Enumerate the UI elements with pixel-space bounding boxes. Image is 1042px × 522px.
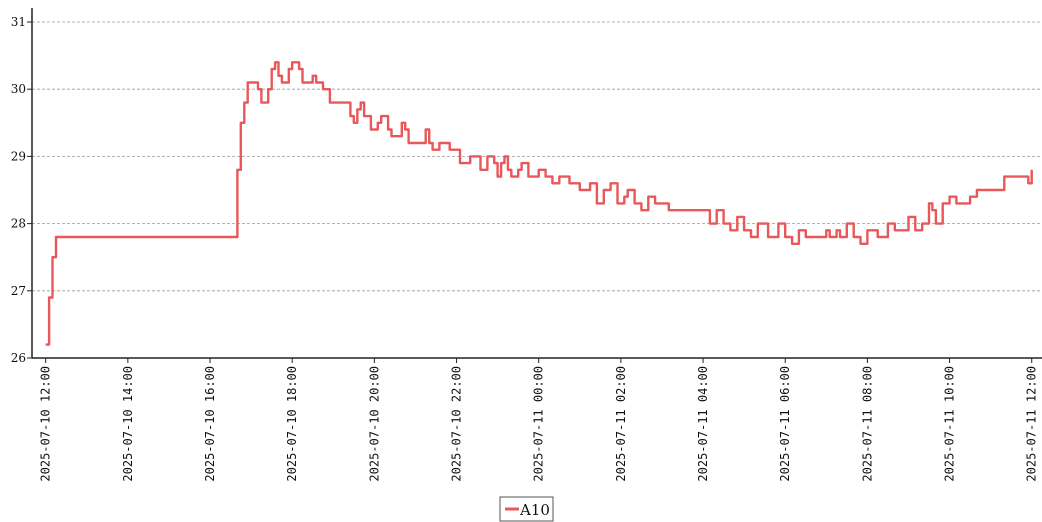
y-tick-label-3: 29 <box>11 149 26 163</box>
x-tick-label-1: 2025-07-10 14:00 <box>121 366 135 482</box>
x-tick-label-8: 2025-07-11 04:00 <box>696 366 710 482</box>
x-tick-label-9: 2025-07-11 06:00 <box>778 366 792 482</box>
y-tick-label-2: 28 <box>11 217 26 231</box>
series-lines <box>45 61 1033 346</box>
legend-label-a10: A10 <box>519 501 550 519</box>
x-axis-ticks: 2025-07-10 12:00 2025-07-10 14:00 2025-07-… <box>39 358 1039 482</box>
series-line-a10 <box>45 61 1033 346</box>
y-axis-ticks: 26 27 28 29 30 31 <box>11 15 32 365</box>
x-tick-label-7: 2025-07-11 02:00 <box>614 366 628 482</box>
x-tick-label-11: 2025-07-11 10:00 <box>943 366 957 482</box>
y-tick-label-4: 30 <box>11 82 26 96</box>
x-tick-label-12: 2025-07-11 12:00 <box>1025 366 1039 482</box>
y-tick-label-5: 31 <box>11 15 26 29</box>
x-tick-label-10: 2025-07-11 08:00 <box>860 366 874 482</box>
x-tick-label-5: 2025-07-10 22:00 <box>450 366 464 482</box>
x-tick-label-3: 2025-07-10 18:00 <box>285 366 299 482</box>
x-tick-label-6: 2025-07-11 00:00 <box>532 366 546 482</box>
x-tick-label-0: 2025-07-10 12:00 <box>39 366 53 482</box>
legend[interactable]: A10 <box>499 496 554 522</box>
x-tick-label-4: 2025-07-10 20:00 <box>367 366 381 482</box>
y-tick-label-1: 27 <box>11 284 26 298</box>
y-tick-label-0: 26 <box>11 351 26 365</box>
x-tick-label-2: 2025-07-10 16:00 <box>203 366 217 482</box>
grid-lines <box>32 21 1042 292</box>
